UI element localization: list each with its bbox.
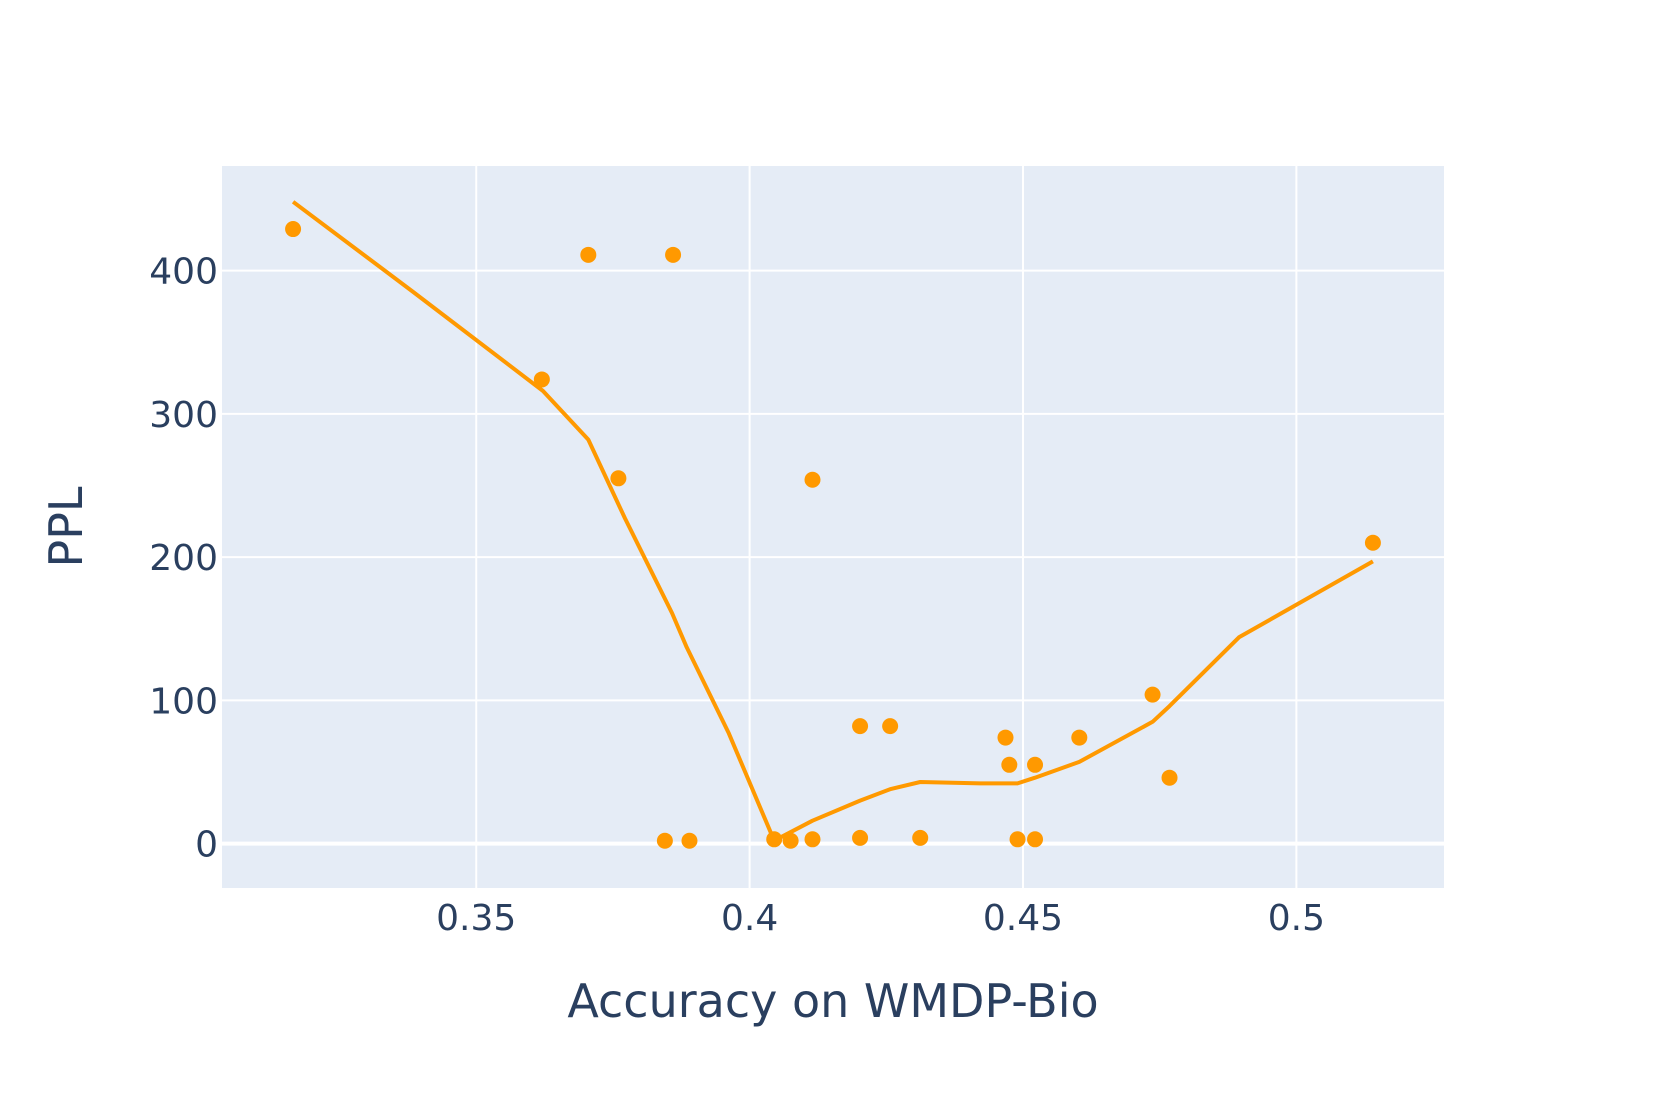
x-axis-title: Accuracy on WMDP-Bio [567, 974, 1098, 1028]
y-tick-label: 0 [195, 825, 218, 866]
x-tick-label: 0.35 [436, 898, 516, 939]
data-point [804, 471, 821, 488]
data-point [766, 831, 783, 848]
data-point [580, 246, 597, 263]
data-point [852, 829, 869, 846]
y-tick-label: 300 [149, 395, 218, 436]
data-point [656, 832, 673, 849]
data-point [1161, 769, 1178, 786]
x-tick-label: 0.4 [721, 898, 778, 939]
data-point [912, 829, 929, 846]
data-point [1144, 686, 1161, 703]
data-point [1364, 534, 1381, 551]
x-tick-label: 0.45 [983, 898, 1063, 939]
trend-line-layer [291, 200, 1374, 843]
data-point [804, 831, 821, 848]
data-point [1009, 831, 1026, 848]
data-point [1027, 831, 1044, 848]
data-point [1071, 729, 1088, 746]
data-point [610, 470, 627, 487]
data-point [852, 718, 869, 735]
data-point [285, 221, 302, 238]
y-gridlines [222, 269, 1444, 846]
data-point [1001, 756, 1018, 773]
data-point [533, 371, 550, 388]
data-point [782, 832, 799, 849]
x-tick-labels: 0.35 0.4 0.45 0.5 [436, 898, 1325, 939]
data-point [1027, 756, 1044, 773]
data-point [681, 832, 698, 849]
y-tick-labels: 0 100 200 300 400 [149, 252, 218, 866]
data-point [665, 246, 682, 263]
y-tick-label: 400 [149, 252, 218, 293]
scatter-points-layer [285, 221, 1381, 849]
data-point [882, 718, 899, 735]
y-tick-label: 100 [149, 681, 218, 722]
x-tick-label: 0.5 [1268, 898, 1325, 939]
x-gridlines [475, 166, 1298, 888]
data-point [997, 729, 1014, 746]
plot-background [222, 166, 1444, 888]
y-axis-title: PPL [39, 486, 93, 567]
y-tick-label: 200 [149, 538, 218, 579]
trend-line [291, 200, 1374, 843]
